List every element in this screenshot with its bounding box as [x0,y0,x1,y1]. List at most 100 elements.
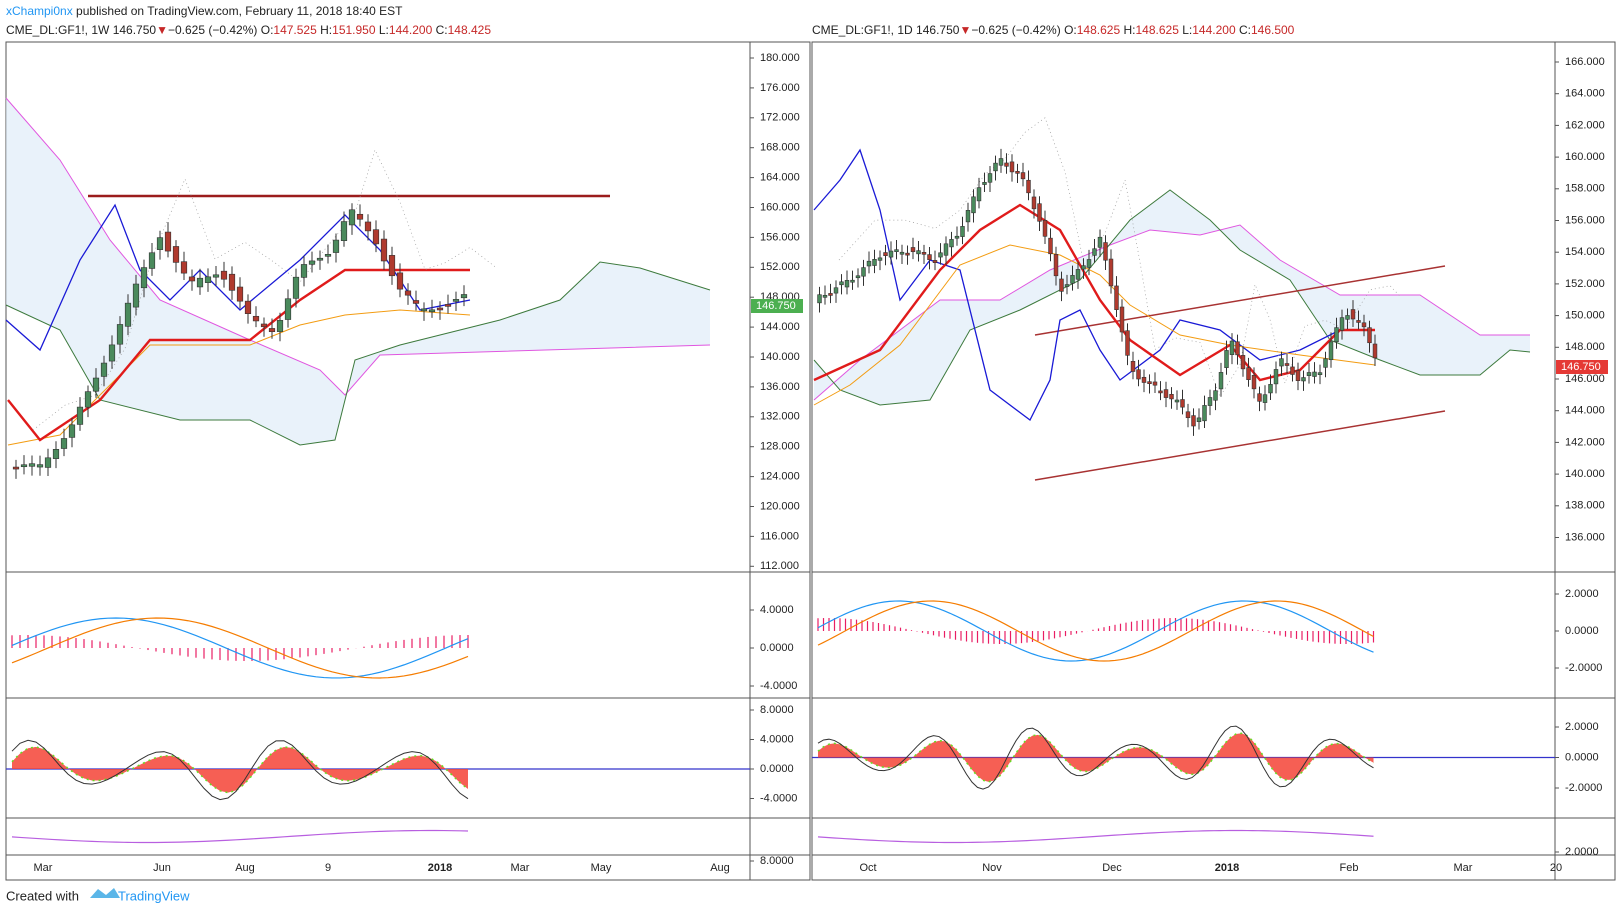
ohlc-key: H: [320,23,332,37]
y-tick-label: 2.0000 [1565,588,1599,600]
candle-body [1361,322,1367,328]
candle-body [850,279,855,283]
candle-body [460,294,468,299]
candle-body [905,252,910,256]
candle-body [364,221,372,232]
x-tick-label: May [591,862,612,874]
candle-body [420,308,428,312]
oscillator-signal [11,746,469,794]
candle-body [124,302,132,327]
y-tick-label: 128.000 [760,441,800,453]
y-tick-label: 154.000 [1565,246,1605,258]
trend-line [1034,265,1446,336]
y-tick-label: 172.000 [760,112,800,124]
candle-body [1251,374,1257,390]
y-tick-label: 180.000 [760,52,800,64]
footer-brand[interactable]: TradingView [118,888,190,903]
candle-body [1196,417,1202,423]
candle-body [828,293,833,296]
candle-body [1103,242,1108,261]
candle-body [1070,275,1075,284]
base-line [7,268,470,442]
y-tick-label: 140.000 [760,351,800,363]
candle-body [412,300,420,304]
ohlc-value: 148.625 [1135,23,1179,37]
candle-body [1229,340,1235,355]
candle-body [164,231,172,252]
byline: xChampi0nx published on TradingView.com,… [6,4,403,18]
y-tick-label: 152.000 [760,261,800,273]
last-price: 146.750 [756,300,796,312]
candle-body [877,257,883,261]
candle-body [452,299,460,302]
x-tick-label: Feb [1340,862,1359,874]
candle-body [844,280,850,288]
author[interactable]: xChampi0nx [6,4,73,18]
candle-body [1097,236,1103,248]
symbol: CME_DL:GF1!, 1D [812,23,913,37]
candle-body [916,250,921,255]
y-tick-label: 144.000 [760,321,800,333]
y-tick-label: 120.000 [760,500,800,512]
candle-body [1174,399,1180,403]
candle-body [932,260,938,264]
candle-body [324,254,332,257]
candle-body [132,283,140,308]
y-tick-label: -2.0000 [1565,782,1602,794]
footer-logo [90,888,120,898]
oscillator-signal [817,732,1374,783]
published: published on TradingView.com, February 1… [76,4,403,18]
candle-body [883,252,888,256]
candle-body [1053,254,1059,277]
symbol-header: CME_DL:GF1!, 1D 146.750▼−0.625 (−0.42%) … [812,23,1295,37]
candle-body [1312,371,1317,377]
candle-body [228,273,236,291]
candle-body [1064,284,1070,287]
conversion-line [813,148,1375,421]
candle-body [1081,265,1086,270]
y-tick-label: 168.000 [760,142,800,154]
y-tick-label: 0.0000 [1565,625,1599,637]
candle-body [1020,172,1026,180]
candle-body [1323,358,1328,368]
candle-body [1075,269,1081,280]
y-tick-label: 150.000 [1565,310,1605,322]
y-tick-label: 0.0000 [1565,751,1599,763]
candle-body [116,324,124,345]
candle-body [1339,317,1345,331]
candle-body [1130,360,1136,372]
candle-body [76,406,84,425]
macd-line [817,600,1374,662]
candle-body [1169,394,1174,400]
candle-body [1026,179,1031,194]
y-tick-label: 116.000 [760,530,799,542]
candle-body [1141,376,1147,383]
ichimoku-cloud [6,98,710,445]
candle-body [921,252,927,255]
change-arrow: ▼ [959,23,971,37]
y-tick-label: 2.0000 [1565,846,1599,858]
senkou-b [813,224,1530,401]
ohlc-key: H: [1123,23,1135,37]
y-tick-label: 162.000 [1565,119,1605,131]
candle-body [84,391,92,408]
candle-body [1284,363,1290,366]
ohlc-value: 147.525 [273,23,317,37]
candle-body [1246,367,1251,380]
x-tick-label: 20 [1550,862,1562,874]
candle-body [1224,350,1229,368]
y-tick-label: 158.000 [1565,183,1605,195]
candle-body [1235,341,1240,356]
y-tick-label: 4.0000 [760,604,794,616]
candle-body [196,277,204,288]
volatility-line [11,829,469,844]
ichimoku-cloud [814,190,1530,405]
candle-body [1350,309,1356,320]
candle-body [1306,372,1312,376]
candle-body [960,226,965,237]
candle-body [1334,327,1339,343]
y-tick-label: 112.000 [760,560,799,572]
y-tick-label: 164.000 [760,172,800,184]
candle-body [894,249,899,252]
